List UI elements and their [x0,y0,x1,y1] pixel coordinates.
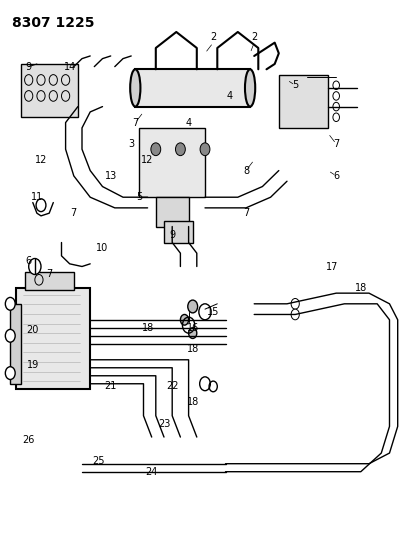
Bar [10,304,20,384]
Bar [164,221,192,243]
Text: 18: 18 [186,398,198,407]
Text: 10: 10 [96,243,108,253]
Text: 21: 21 [104,382,117,391]
Text: 7: 7 [242,208,249,218]
Text: 6: 6 [333,171,338,181]
Circle shape [151,143,160,156]
Text: 8: 8 [243,166,248,175]
Text: 14: 14 [63,62,76,71]
Bar [20,64,78,117]
Bar [16,288,90,389]
Text: 12: 12 [141,155,153,165]
Bar [278,75,327,128]
Circle shape [180,314,188,325]
Text: 7: 7 [46,270,52,279]
Text: 12: 12 [35,155,47,165]
Circle shape [290,298,299,309]
Text: 24: 24 [145,467,157,477]
Text: 4: 4 [226,91,232,101]
Circle shape [5,329,15,342]
Text: 23: 23 [157,419,170,429]
Text: 6: 6 [26,256,31,266]
Circle shape [187,300,197,313]
Bar [139,128,204,197]
Text: 18: 18 [186,344,198,354]
Circle shape [200,143,209,156]
Text: 4: 4 [185,118,191,127]
Text: 3: 3 [128,139,134,149]
Text: 11: 11 [31,192,43,202]
Text: 7: 7 [70,208,77,218]
Text: 20: 20 [27,326,39,335]
Bar [155,197,188,227]
Circle shape [290,309,299,320]
Text: 25: 25 [92,456,104,466]
Ellipse shape [130,69,140,107]
Text: 2: 2 [209,33,216,42]
Text: 22: 22 [166,382,178,391]
Circle shape [29,259,41,274]
Text: 9: 9 [26,62,31,71]
Circle shape [5,367,15,379]
Text: 17: 17 [325,262,337,271]
Text: 7: 7 [132,118,138,127]
Text: 18: 18 [141,323,153,333]
Bar [25,272,74,290]
Text: 13: 13 [104,171,117,181]
Text: 15: 15 [207,307,219,317]
Text: 2: 2 [250,33,257,42]
Text: 16: 16 [186,323,198,333]
Text: 5: 5 [291,80,298,90]
Circle shape [188,328,196,338]
Text: 9: 9 [169,230,175,239]
Text: 8307 1225: 8307 1225 [12,16,94,30]
Circle shape [175,143,185,156]
Text: 18: 18 [354,283,366,293]
Ellipse shape [245,69,254,107]
Text: 5: 5 [136,192,142,202]
Text: 19: 19 [27,360,39,370]
Text: 26: 26 [22,435,35,445]
Circle shape [5,297,15,310]
Text: 7: 7 [332,139,339,149]
Bar [135,69,249,107]
